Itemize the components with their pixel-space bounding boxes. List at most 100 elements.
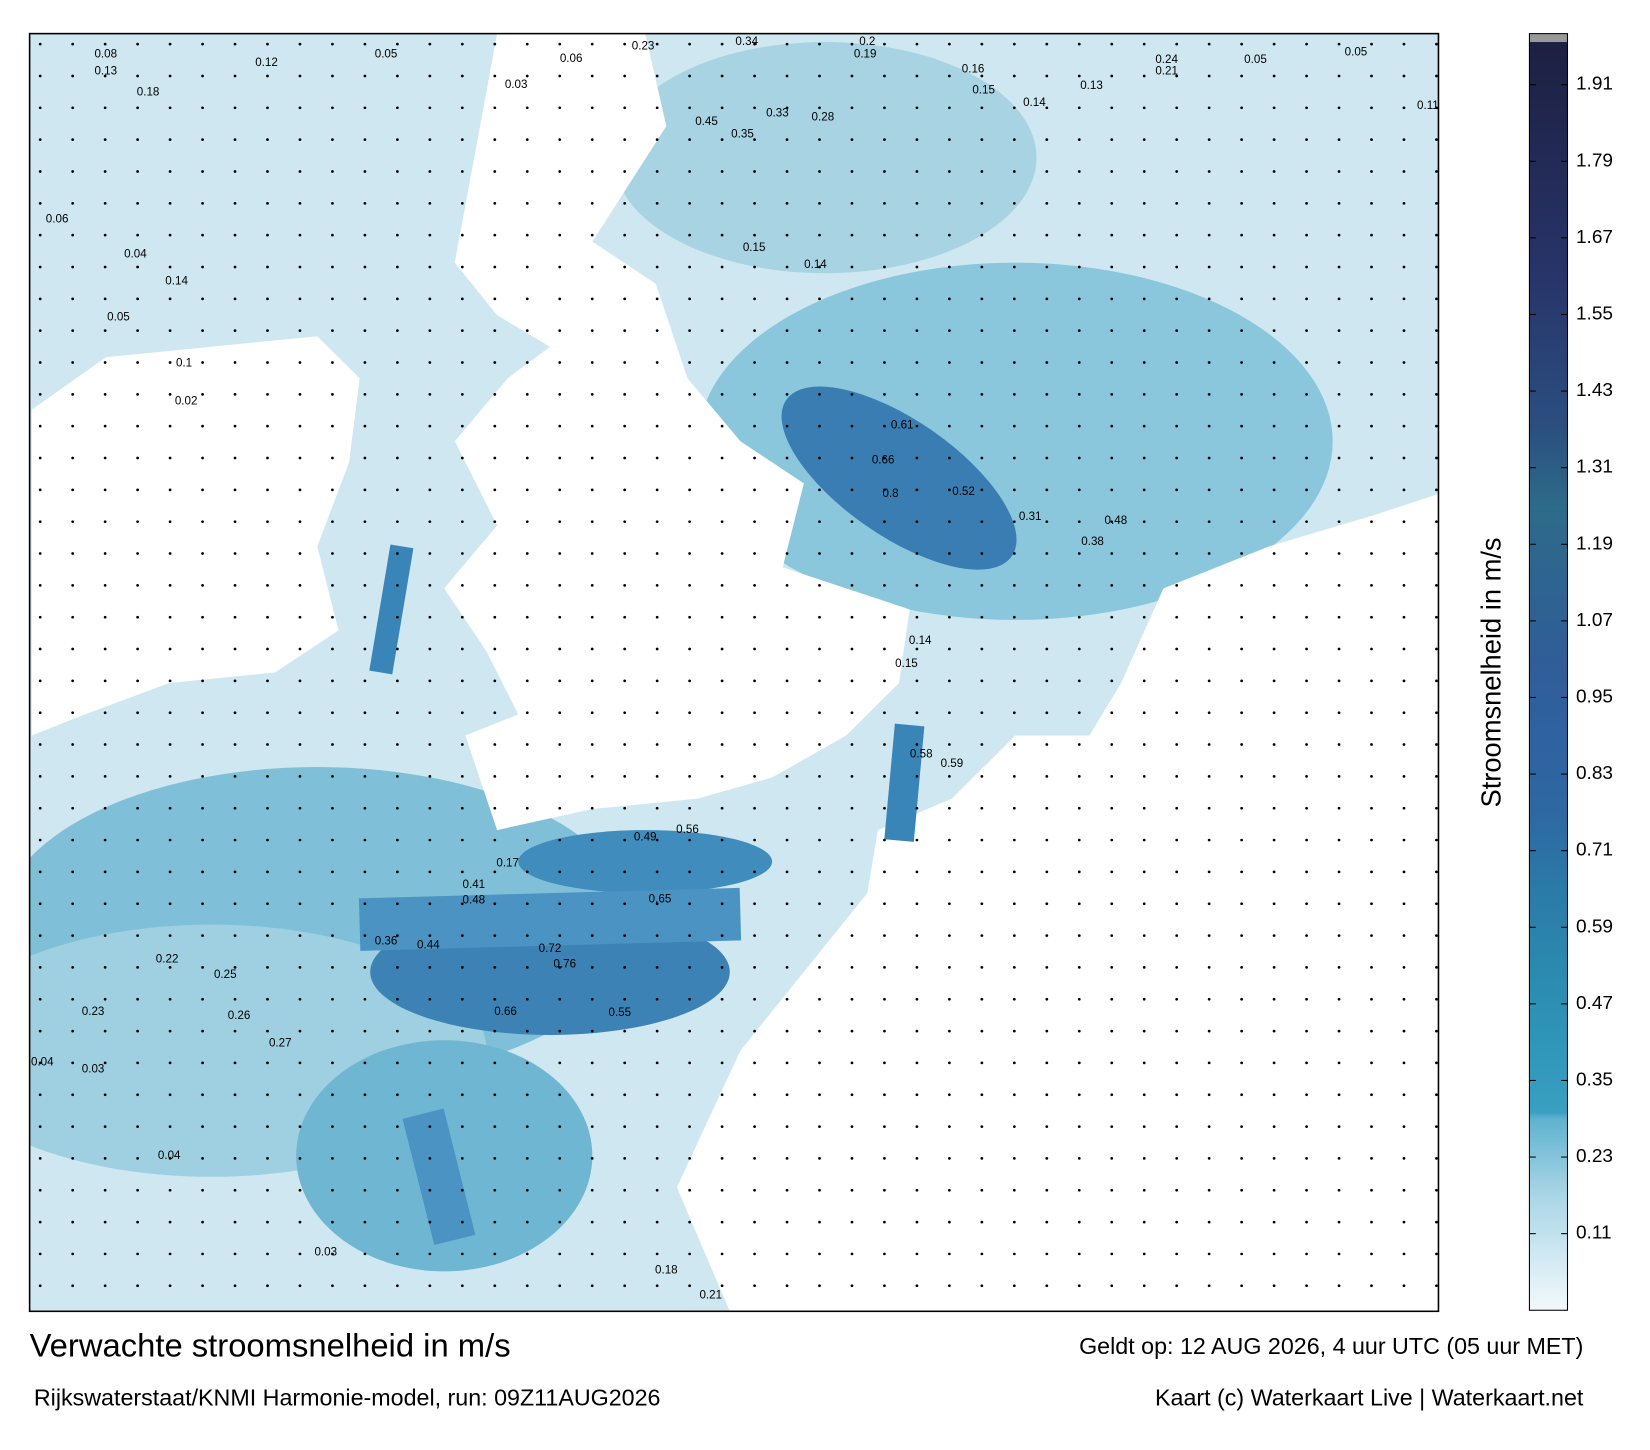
vector-dot	[1175, 424, 1179, 428]
vector-dot	[1045, 997, 1049, 1001]
vector-dot	[266, 138, 269, 142]
vector-dot	[915, 966, 919, 969]
vector-dot	[1370, 997, 1373, 1001]
vector-dot	[623, 1252, 627, 1256]
vector-dot	[525, 297, 529, 301]
vector-dot	[850, 902, 854, 906]
vector-dot	[428, 201, 432, 205]
vector-dot	[720, 170, 724, 173]
vector-dot	[850, 138, 854, 142]
vector-dot	[785, 1220, 789, 1224]
vector-dot	[331, 711, 334, 715]
vector-dot	[590, 201, 594, 205]
vector-dot	[915, 1220, 919, 1224]
vector-dot	[883, 1093, 886, 1097]
vector-dot	[1077, 1284, 1081, 1288]
vector-dot	[1207, 74, 1211, 78]
vector-dot	[883, 1284, 886, 1288]
vector-dot	[720, 1188, 724, 1192]
vector-dot	[1272, 233, 1276, 237]
vector-dot	[201, 775, 204, 778]
vector-dot	[1305, 1093, 1308, 1097]
vector-dot	[1175, 615, 1179, 619]
vector-dot	[201, 488, 204, 492]
vector-dot	[525, 966, 529, 969]
vector-dot	[1110, 743, 1114, 746]
vector-dot	[201, 552, 204, 555]
vector-dot	[915, 170, 919, 173]
vector-dot	[655, 1093, 659, 1097]
vector-dot	[201, 1061, 204, 1065]
vector-dot	[1435, 170, 1438, 173]
vector-dot	[1207, 934, 1211, 937]
vector-dot	[623, 743, 627, 746]
vector-dot	[428, 615, 432, 619]
vector-dot	[785, 838, 789, 842]
vector-dot	[233, 870, 237, 874]
vector-dot	[688, 170, 691, 173]
vector-dot	[201, 711, 204, 715]
vector-dot	[655, 1284, 659, 1288]
vector-dot	[1175, 361, 1179, 364]
vector-dot	[1077, 297, 1081, 301]
vector-dot	[71, 997, 75, 1001]
vector-dot	[38, 838, 42, 842]
vector-dot	[785, 679, 789, 683]
vector-dot	[71, 297, 75, 301]
vector-dot	[460, 711, 464, 715]
vector-dot	[1012, 392, 1016, 396]
vector-dot	[1370, 170, 1373, 173]
vector-dot	[233, 42, 237, 46]
vector-dot	[525, 106, 529, 110]
vector-dot	[331, 1029, 334, 1033]
speed-label: 0.48	[463, 895, 486, 907]
vector-dot	[1142, 42, 1146, 46]
vector-dot	[1012, 488, 1016, 492]
vector-dot	[850, 1220, 854, 1224]
vector-dot	[1402, 106, 1406, 110]
vector-dot	[590, 838, 594, 842]
vector-dot	[168, 1093, 172, 1097]
vector-dot	[331, 329, 334, 333]
vector-dot	[655, 170, 659, 173]
vector-dot	[331, 74, 334, 78]
vector-dot	[1305, 583, 1308, 587]
vector-dot	[1240, 488, 1243, 492]
vector-dot	[1012, 1220, 1016, 1224]
vector-dot	[720, 456, 724, 460]
vector-dot	[883, 520, 886, 524]
vector-dot	[720, 711, 724, 715]
vector-dot	[1207, 1093, 1211, 1097]
vector-dot	[1175, 1029, 1179, 1033]
speed-label: 0.12	[255, 57, 278, 69]
vector-dot	[71, 679, 75, 683]
vector-dot	[883, 552, 886, 555]
vector-dot	[525, 392, 529, 396]
vector-dot	[915, 806, 919, 810]
vector-dot	[201, 329, 204, 333]
vector-dot	[948, 1188, 951, 1192]
vector-dot	[785, 934, 789, 937]
vector-dot	[493, 1093, 497, 1097]
vector-dot	[1435, 1157, 1438, 1160]
vector-dot	[1272, 1093, 1276, 1097]
vector-dot	[1110, 1220, 1114, 1224]
vector-dot	[525, 265, 529, 269]
vector-dot	[688, 329, 691, 333]
vector-dot	[1337, 138, 1341, 142]
vector-dot	[655, 647, 659, 651]
vector-dot	[948, 138, 951, 142]
vector-dot	[136, 711, 139, 715]
vector-dot	[1305, 106, 1308, 110]
vector-dot	[38, 74, 42, 78]
vector-dot	[266, 1093, 269, 1097]
vector-dot	[818, 170, 821, 173]
vector-dot	[915, 870, 919, 874]
vector-dot	[363, 74, 367, 78]
vector-dot	[1207, 138, 1211, 142]
vector-dot	[1337, 456, 1341, 460]
vector-dot	[1110, 42, 1114, 46]
vector-dot	[1012, 170, 1016, 173]
vector-dot	[1045, 42, 1049, 46]
vector-dot	[688, 1093, 691, 1097]
